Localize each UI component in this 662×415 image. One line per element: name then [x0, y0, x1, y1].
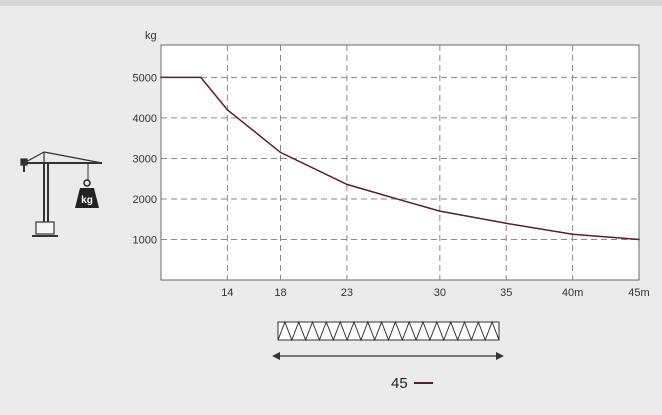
data-point — [399, 198, 401, 201]
y-axis-label: kg — [145, 30, 157, 42]
data-point — [160, 76, 162, 79]
series-line-45 — [161, 76, 640, 241]
kg-weight-icon: kg — [75, 179, 99, 208]
data-point — [439, 210, 441, 212]
legend: 45 — [391, 375, 433, 392]
weight-label: kg — [81, 195, 93, 206]
data-point — [279, 151, 282, 154]
x-tick-label: 45m — [628, 287, 649, 299]
x-tick-label: 30 — [434, 287, 446, 299]
y-tick-label: 1000 — [133, 234, 157, 246]
x-tick-label: 35 — [500, 287, 512, 299]
y-tick-label: 3000 — [133, 153, 157, 165]
data-point — [346, 183, 348, 186]
x-tick-label: 23 — [341, 287, 353, 299]
y-tick-label: 2000 — [133, 194, 157, 206]
jib-truss-icon — [277, 320, 500, 342]
data-point — [505, 222, 508, 225]
x-tick-label: 18 — [274, 287, 286, 299]
x-tick-label: 40m — [562, 287, 583, 299]
x-tick-label: 14 — [221, 287, 233, 299]
data-point — [571, 233, 574, 236]
plot-area — [160, 44, 640, 281]
span-arrow — [272, 352, 504, 360]
data-point — [200, 76, 202, 79]
y-axis-ticks: 1000 2000 3000 4000 5000 — [133, 72, 157, 246]
tower-crane-icon — [20, 151, 103, 237]
data-point — [226, 109, 229, 111]
y-tick-label: 5000 — [133, 72, 157, 84]
x-axis-ticks: 14 18 23 30 35 40m 45m — [221, 287, 649, 299]
y-tick-label: 4000 — [133, 113, 157, 125]
series-points — [160, 76, 640, 241]
legend-label: 45 — [391, 375, 408, 392]
grid-lines — [161, 45, 639, 280]
data-point — [638, 238, 640, 241]
